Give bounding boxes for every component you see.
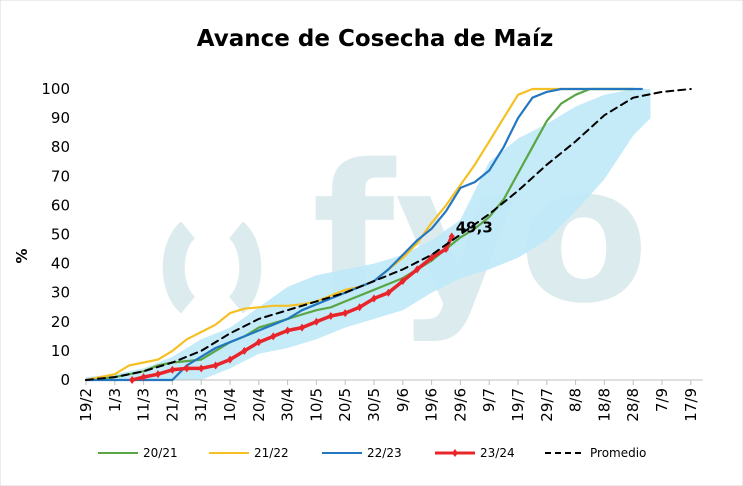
y-tick-label: 60: [51, 196, 70, 214]
series-marker: [371, 294, 377, 303]
y-tick-label: 0: [60, 371, 70, 389]
series-marker: [342, 309, 349, 318]
x-tick-label: 10/5: [307, 388, 325, 422]
y-tick-label: 100: [41, 80, 70, 98]
series-marker: [414, 265, 421, 274]
x-tick-label: 18/8: [595, 388, 613, 422]
x-tick-label: 28/8: [624, 388, 642, 422]
series-marker: [183, 364, 190, 373]
legend-label: 22/23: [367, 446, 402, 460]
x-tick-label: 11/3: [135, 388, 153, 422]
series-lines: [84, 87, 692, 384]
series-marker: [313, 317, 320, 326]
annotation-label: 49,3: [456, 219, 493, 237]
y-tick-label: 20: [51, 313, 70, 331]
axes: 0 10 20 30 40 50 60 70 80 90 100 19/2 1/3 11/3 21/3 31/…: [41, 80, 703, 422]
x-tick-label: 7/9: [653, 388, 671, 412]
series-marker: [385, 288, 392, 297]
y-tick-label: 30: [51, 284, 70, 302]
series-marker: [198, 364, 205, 373]
series-marker: [299, 323, 305, 332]
series-marker: [169, 365, 176, 374]
legend: 20/21 21/22 22/23 23/24 Promedio: [98, 446, 646, 460]
x-tick-label: 8/8: [567, 388, 585, 412]
series-marker: [255, 338, 262, 347]
watermark-left-bracket: [162, 221, 196, 314]
series-marker: [284, 326, 291, 335]
series-line-20-21: [84, 87, 635, 382]
series-marker: [241, 346, 248, 355]
y-tick-label: 40: [51, 255, 70, 273]
chart-title: Avance de Cosecha de Maíz: [197, 26, 553, 52]
series-marker: [227, 355, 233, 364]
x-tick-label: 20/4: [250, 388, 268, 422]
x-tick-label: 29/7: [538, 388, 556, 422]
series-marker: [443, 245, 449, 254]
y-tick-label: 80: [51, 138, 70, 156]
x-tick-label: 30/5: [365, 388, 383, 422]
y-tick-label: 10: [51, 342, 70, 360]
historical-range-band: [86, 89, 651, 380]
series-marker: [399, 277, 406, 286]
series-marker: [140, 373, 147, 382]
x-tick-label: 30/4: [279, 388, 297, 422]
x-tick-label: 9/7: [480, 388, 498, 412]
x-tick-label: 17/9: [682, 388, 700, 422]
x-tick-label: 9/6: [394, 388, 412, 412]
y-tick-label: 50: [51, 226, 70, 244]
annotations: 49,3: [456, 219, 493, 237]
series-marker: [155, 370, 161, 379]
x-tick-label: 19/6: [423, 388, 441, 422]
x-tick-label: 31/3: [192, 388, 210, 422]
y-axis-label: %: [13, 248, 31, 263]
x-tick-label: 19/7: [509, 388, 527, 422]
legend-label: 23/24: [480, 446, 515, 460]
x-tick-label: 29/6: [451, 388, 469, 422]
legend-label: 20/21: [143, 446, 178, 460]
x-tick-label: 10/4: [221, 388, 239, 422]
series-marker: [428, 253, 435, 262]
x-tick-label: 20/5: [336, 388, 354, 422]
x-tick-label: 21/3: [163, 388, 181, 422]
series-marker: [270, 332, 277, 341]
series-marker: [212, 361, 219, 370]
series-line-promedio: [85, 88, 692, 381]
legend-label: 21/22: [254, 446, 289, 460]
watermark-right-bracket: [228, 221, 262, 314]
y-tick-label: 70: [51, 167, 70, 185]
x-tick-label: 1/3: [106, 388, 124, 412]
series-marker: [356, 303, 363, 312]
series-marker: [327, 311, 334, 320]
series-marker: [129, 376, 136, 384]
band-area: [86, 89, 651, 380]
x-tick-label: 19/2: [77, 388, 95, 422]
legend-marker: [452, 449, 458, 457]
legend-label: Promedio: [590, 446, 646, 460]
y-tick-label: 90: [51, 109, 70, 127]
